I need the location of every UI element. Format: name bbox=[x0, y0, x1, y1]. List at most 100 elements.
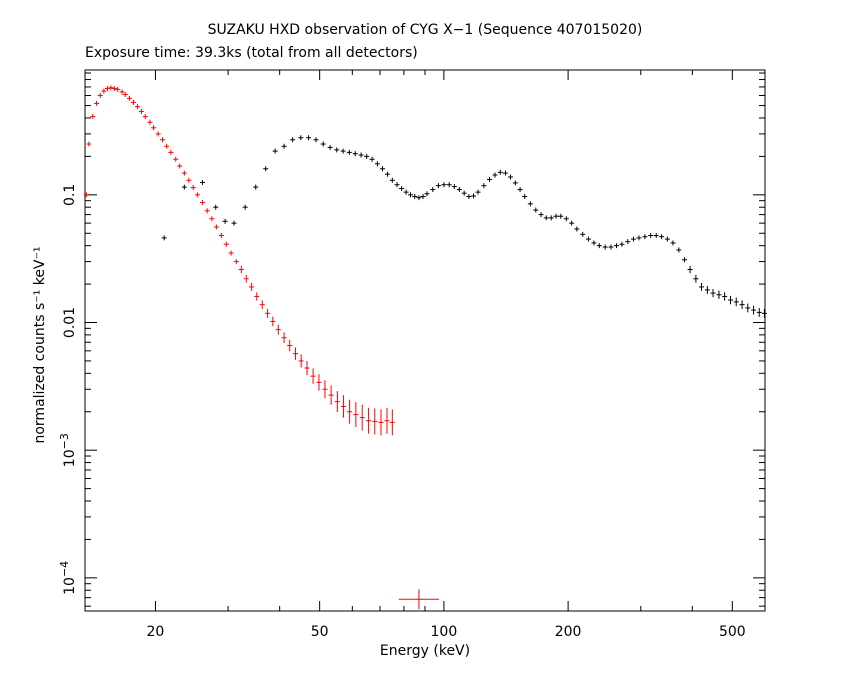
data-point bbox=[334, 391, 340, 413]
data-point bbox=[138, 108, 144, 114]
data-point bbox=[304, 360, 310, 376]
data-point bbox=[353, 402, 359, 428]
data-point bbox=[340, 395, 346, 418]
data-point bbox=[569, 220, 575, 226]
data-point bbox=[704, 285, 710, 294]
data-point bbox=[441, 182, 447, 188]
data-point bbox=[316, 374, 322, 391]
data-point bbox=[580, 231, 586, 237]
data-point bbox=[522, 194, 528, 200]
data-point bbox=[596, 243, 602, 249]
data-point bbox=[653, 233, 659, 239]
data-point bbox=[507, 174, 513, 180]
y-tick-label: 10−4 bbox=[58, 561, 78, 595]
data-point bbox=[228, 250, 234, 256]
x-axis-label: Energy (keV) bbox=[380, 643, 470, 659]
data-point bbox=[223, 241, 229, 247]
data-point bbox=[101, 88, 107, 94]
data-point bbox=[213, 204, 219, 210]
data-point bbox=[293, 347, 299, 360]
data-point bbox=[173, 156, 179, 162]
data-point bbox=[475, 189, 481, 195]
data-point bbox=[543, 215, 549, 221]
data-point bbox=[384, 171, 390, 177]
data-point bbox=[384, 407, 390, 434]
data-point bbox=[352, 151, 358, 157]
data-point bbox=[209, 216, 215, 222]
data-point bbox=[115, 86, 121, 92]
data-point bbox=[591, 240, 597, 246]
data-point bbox=[290, 137, 296, 143]
y-tick-label: 10−3 bbox=[58, 433, 78, 467]
data-point bbox=[320, 141, 326, 147]
y-axis-label: normalized counts s⁻¹ keV⁻¹ bbox=[32, 246, 48, 443]
data-point bbox=[716, 290, 722, 299]
x-tick-label: 20 bbox=[147, 624, 165, 640]
data-point bbox=[502, 170, 508, 176]
data-point bbox=[733, 297, 739, 307]
data-point bbox=[199, 200, 205, 206]
data-point bbox=[155, 131, 161, 137]
data-point bbox=[699, 282, 705, 291]
data-point bbox=[359, 404, 365, 431]
data-point bbox=[389, 177, 395, 183]
data-series bbox=[83, 85, 767, 610]
data-point bbox=[243, 274, 249, 283]
data-point bbox=[164, 143, 170, 149]
data-point bbox=[710, 289, 716, 298]
data-point bbox=[664, 236, 670, 242]
data-point bbox=[322, 380, 328, 399]
data-point bbox=[364, 153, 370, 159]
data-point bbox=[238, 265, 244, 274]
data-point bbox=[538, 212, 544, 218]
data-point bbox=[745, 303, 751, 313]
y-tick-label: 0.1 bbox=[62, 184, 78, 206]
data-point bbox=[398, 589, 439, 610]
x-tick-label: 100 bbox=[431, 624, 458, 640]
data-point bbox=[340, 148, 346, 154]
data-point bbox=[630, 236, 636, 242]
data-point bbox=[104, 86, 110, 92]
data-point bbox=[287, 339, 293, 352]
data-point bbox=[761, 308, 767, 318]
data-point bbox=[233, 259, 239, 265]
data-point bbox=[636, 235, 642, 241]
x-tick-label: 500 bbox=[719, 624, 746, 640]
data-point bbox=[97, 92, 103, 98]
data-point bbox=[253, 184, 259, 190]
data-point bbox=[687, 265, 693, 274]
axis-ticks bbox=[85, 70, 766, 611]
data-point bbox=[446, 182, 452, 188]
data-point bbox=[380, 166, 386, 172]
data-point bbox=[614, 243, 620, 249]
data-point bbox=[86, 141, 92, 147]
data-point bbox=[481, 183, 487, 189]
data-point bbox=[108, 85, 114, 91]
data-point bbox=[642, 234, 648, 240]
data-point bbox=[119, 89, 125, 95]
data-point bbox=[111, 86, 117, 92]
series-1 bbox=[161, 135, 767, 318]
data-point bbox=[177, 163, 183, 169]
data-point bbox=[619, 241, 625, 247]
data-point bbox=[403, 189, 409, 195]
data-point bbox=[275, 324, 281, 335]
data-point bbox=[456, 187, 462, 193]
data-point bbox=[263, 166, 269, 172]
data-point bbox=[199, 179, 205, 185]
data-point bbox=[151, 125, 157, 131]
data-point bbox=[135, 104, 141, 110]
data-point bbox=[602, 244, 608, 250]
data-point bbox=[527, 201, 533, 207]
data-point bbox=[328, 385, 334, 405]
data-point bbox=[281, 332, 287, 344]
data-point bbox=[313, 137, 319, 143]
data-point bbox=[369, 156, 375, 162]
data-point bbox=[682, 257, 688, 263]
data-point bbox=[533, 207, 539, 213]
data-point bbox=[625, 239, 631, 245]
data-point bbox=[466, 194, 472, 200]
data-point bbox=[94, 100, 100, 106]
data-point bbox=[670, 240, 676, 246]
data-point bbox=[487, 176, 493, 182]
